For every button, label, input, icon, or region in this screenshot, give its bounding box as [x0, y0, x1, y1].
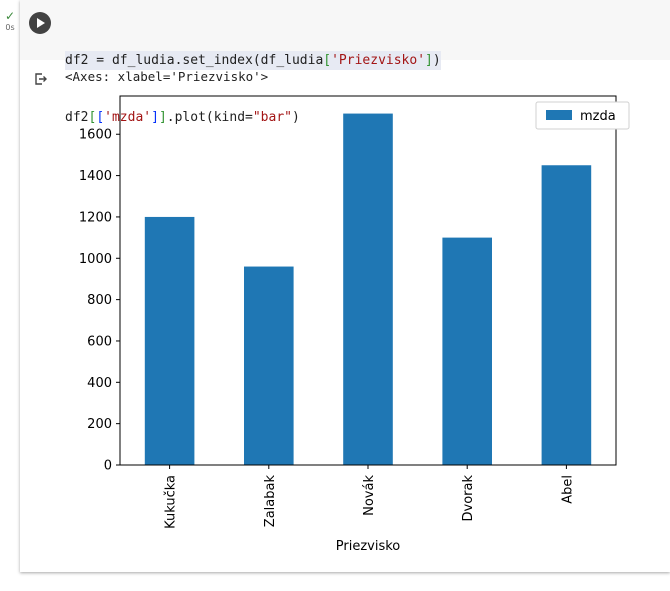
code-token: ]	[151, 110, 159, 125]
y-tick-label-1: 200	[87, 417, 112, 432]
bar-chart: 0 200 400 600 800 1000 1200 1400 1600 Kukučka Zala…	[79, 95, 630, 554]
code-token: "bar"	[252, 110, 292, 125]
code-token: .plot(kind=	[166, 110, 253, 125]
legend-swatch	[546, 110, 572, 120]
y-tick-label-8: 1600	[79, 128, 112, 143]
check-icon: ✓	[4, 9, 16, 23]
x-tick-label-1: Zalabak	[263, 475, 278, 528]
code-token: [	[88, 110, 97, 125]
bar-1	[244, 266, 294, 465]
code-line-1: df2 = df_ludia.set_index(df_ludia['Priez…	[65, 51, 441, 70]
x-tick-label-3: Dvorak	[461, 475, 476, 522]
bar-2	[343, 113, 393, 466]
y-tick-label-6: 1200	[79, 210, 112, 225]
notebook-cell[interactable]: df2 = df_ludia.set_index(df_ludia['Priez…	[20, 0, 670, 572]
legend-label: mzda	[580, 109, 616, 124]
play-icon	[37, 18, 45, 28]
x-tick-label-2: Novák	[362, 475, 377, 516]
code-token: df2	[65, 110, 89, 125]
code-token: ]	[425, 53, 433, 68]
y-tick-label-4: 800	[87, 293, 112, 308]
x-axis-label: Priezvisko	[336, 539, 401, 554]
execution-status: ✓ 0s	[2, 10, 18, 33]
x-tick-label-0: Kukučka	[164, 475, 179, 529]
bar-0	[144, 216, 195, 465]
code-text[interactable]: df2 = df_ludia.set_index(df_ludia['Priez…	[65, 13, 441, 165]
code-token: 'mzda'	[104, 110, 152, 125]
code-token: ]	[158, 110, 167, 125]
x-tick-label-4: Abel	[560, 475, 575, 504]
code-token: [	[323, 53, 332, 68]
bar-3	[442, 237, 492, 465]
code-line-2: df2[['mzda']].plot(kind="bar")	[65, 108, 441, 127]
run-cell-button[interactable]	[29, 12, 51, 34]
y-tick-label-7: 1400	[79, 169, 112, 184]
code-token: [	[96, 110, 105, 125]
code-editor[interactable]: df2 = df_ludia.set_index(df_ludia['Priez…	[20, 0, 670, 125]
y-tick-label-2: 400	[87, 376, 112, 391]
bar-4	[541, 165, 592, 465]
code-token: 'Priezvisko'	[331, 53, 426, 68]
y-tick-label-5: 1000	[79, 252, 112, 267]
output-arrow-icon[interactable]	[34, 72, 48, 86]
y-tick-label-0: 0	[104, 459, 112, 474]
code-token: )	[292, 110, 300, 125]
y-tick-label-3: 600	[87, 334, 112, 349]
execution-time: 0s	[5, 23, 15, 32]
legend-box	[535, 101, 630, 130]
code-token: )	[432, 53, 441, 68]
output-text: <Axes: xlabel='Priezvisko'>	[65, 69, 269, 84]
code-token: df2 = df_ludia.set_index(df_ludia	[65, 53, 324, 68]
